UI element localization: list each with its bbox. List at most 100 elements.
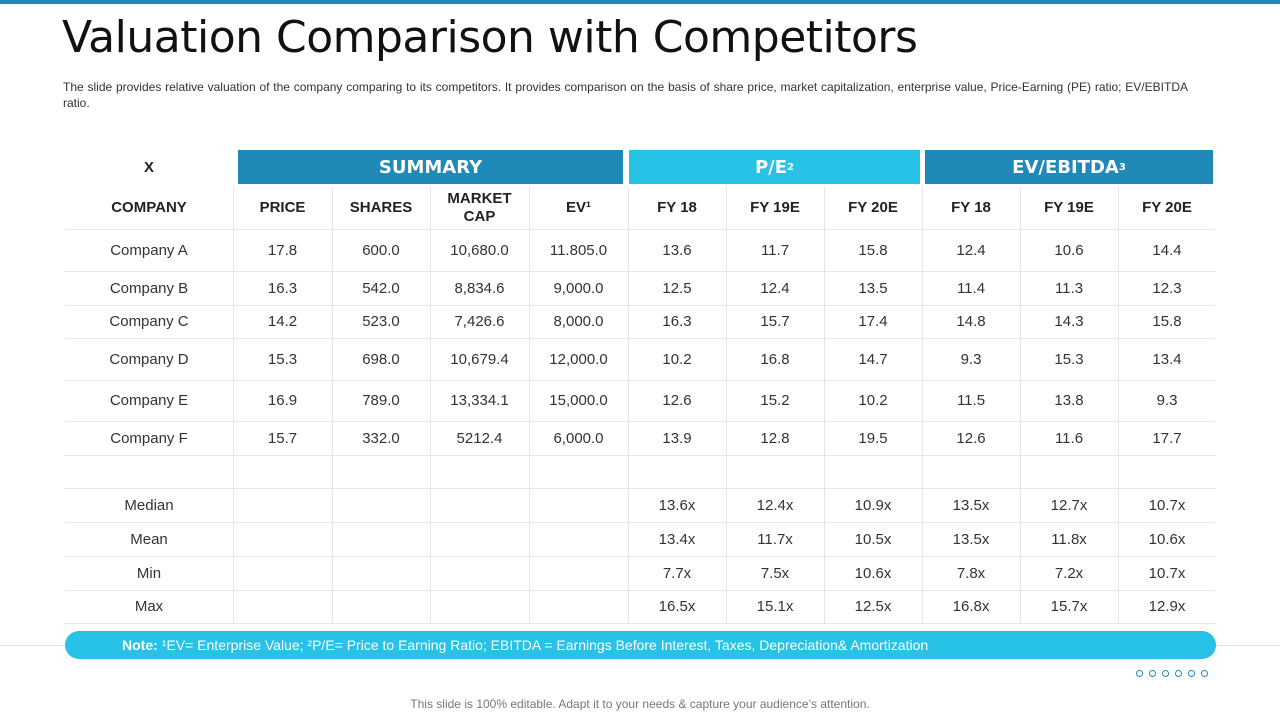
table-cell: 14.4 bbox=[1152, 241, 1182, 259]
row-label: Mean bbox=[130, 530, 168, 548]
table-cell: 15.1x bbox=[756, 598, 794, 615]
column-header: EV¹ bbox=[565, 198, 591, 216]
column-divider bbox=[233, 186, 234, 623]
table-cell: 11.8x bbox=[1051, 530, 1087, 548]
table-cell: 10,679.4 bbox=[450, 350, 509, 368]
table-cell: 9,000.0 bbox=[553, 279, 604, 297]
table-cell: 11.7x bbox=[757, 530, 793, 548]
table-cell: 332.0 bbox=[362, 429, 400, 447]
table-cell bbox=[726, 455, 824, 488]
row-divider bbox=[65, 556, 1215, 557]
column-header: FY 20E bbox=[848, 198, 898, 216]
table-cell bbox=[430, 522, 529, 556]
row-label: Min bbox=[136, 564, 162, 582]
table-cell: 15.8 bbox=[858, 241, 888, 259]
top-accent-bar bbox=[0, 0, 1280, 4]
table-cell bbox=[529, 556, 628, 590]
table-cell: 16.8 bbox=[760, 350, 790, 368]
table-cell: 15.3 bbox=[1054, 350, 1084, 368]
table-cell: 600.0 bbox=[362, 241, 400, 259]
dot-icon bbox=[1175, 670, 1182, 677]
table-cell: 523.0 bbox=[362, 313, 400, 330]
table-cell: 13.6x bbox=[658, 496, 696, 514]
row-divider bbox=[65, 271, 1215, 272]
table-cell: 10.5x bbox=[854, 530, 892, 548]
dot-icon bbox=[1149, 670, 1156, 677]
table-cell: 16.8x bbox=[952, 598, 990, 615]
table-cell: 12,000.0 bbox=[549, 350, 608, 368]
table-cell: 13.8 bbox=[1054, 392, 1084, 409]
slide-description: The slide provides relative valuation of… bbox=[63, 80, 1188, 110]
table-cell: 13.4 bbox=[1152, 350, 1182, 368]
table-cell: 17.8 bbox=[267, 241, 298, 259]
table-cell bbox=[430, 556, 529, 590]
row-label: Company A bbox=[110, 241, 188, 259]
group-header-pe: P/E 2 bbox=[629, 150, 920, 184]
table-cell: 15.3 bbox=[267, 350, 298, 368]
table-cell: 16.9 bbox=[267, 392, 298, 409]
row-label: Company B bbox=[109, 279, 189, 297]
column-header: FY 18 bbox=[657, 198, 697, 216]
table-cell bbox=[233, 488, 332, 522]
row-divider bbox=[65, 455, 1215, 456]
table-cell: 16.5x bbox=[658, 598, 696, 615]
table-cell bbox=[529, 455, 628, 488]
table-cell bbox=[332, 455, 430, 488]
row-divider bbox=[65, 380, 1215, 381]
table-cell bbox=[233, 455, 332, 488]
table-cell bbox=[332, 556, 430, 590]
table-cell: 15.2 bbox=[760, 392, 790, 409]
dot-icon bbox=[1188, 670, 1195, 677]
table-cell: 14.3 bbox=[1054, 313, 1084, 330]
column-header: FY 18 bbox=[951, 198, 991, 216]
column-header: MARKET CAP bbox=[447, 189, 512, 225]
table-cell: 16.3 bbox=[662, 313, 692, 330]
table-cell bbox=[233, 590, 332, 623]
column-divider bbox=[430, 186, 431, 623]
table-cell: 11.6 bbox=[1054, 429, 1084, 447]
column-header: PRICE bbox=[259, 198, 306, 216]
table-cell bbox=[332, 488, 430, 522]
table-cell: 15.8 bbox=[1152, 313, 1182, 330]
row-divider bbox=[65, 522, 1215, 523]
row-divider bbox=[65, 338, 1215, 339]
table-cell bbox=[430, 488, 529, 522]
table-cell: 12.4 bbox=[956, 241, 986, 259]
table-cell: 10.2 bbox=[662, 350, 692, 368]
row-label: Max bbox=[134, 598, 164, 615]
column-divider bbox=[1118, 186, 1119, 623]
group-header-summary: SUMMARY bbox=[238, 150, 623, 184]
table-cell bbox=[824, 455, 922, 488]
dot-icon bbox=[1162, 670, 1169, 677]
table-cell: 11.5 bbox=[956, 392, 986, 409]
note-label: Note: bbox=[122, 637, 158, 653]
table-cell: 10.6 bbox=[1054, 241, 1084, 259]
table-cell bbox=[1118, 455, 1216, 488]
table-cell: 13,334.1 bbox=[450, 392, 509, 409]
table-cell: 17.7 bbox=[1152, 429, 1182, 447]
table-cell: 17.4 bbox=[858, 313, 888, 330]
table-cell: 15.7 bbox=[267, 429, 298, 447]
table-cell: 12.6 bbox=[956, 429, 986, 447]
table-cell: 12.8 bbox=[760, 429, 790, 447]
dot-icon bbox=[1201, 670, 1208, 677]
table-cell: 15,000.0 bbox=[549, 392, 608, 409]
footer-text: This slide is 100% editable. Adapt it to… bbox=[410, 697, 870, 711]
table-cell: 12.9x bbox=[1148, 598, 1186, 615]
table-cell: 6,000.0 bbox=[553, 429, 604, 447]
table-cell bbox=[332, 590, 430, 623]
column-header: SHARES bbox=[349, 198, 413, 216]
table-cell: 8,000.0 bbox=[553, 313, 604, 330]
table-cell: 9.3 bbox=[960, 350, 982, 368]
table-cell: 11.3 bbox=[1054, 279, 1084, 297]
column-header: FY 20E bbox=[1142, 198, 1192, 216]
row-divider bbox=[65, 229, 1215, 230]
table-cell: 10.6x bbox=[1148, 530, 1186, 548]
table-cell: 13.5 bbox=[858, 279, 888, 297]
table-cell bbox=[628, 455, 726, 488]
row-label: Company E bbox=[109, 392, 189, 409]
pagination-dots bbox=[1136, 670, 1208, 677]
dot-icon bbox=[1136, 670, 1143, 677]
table-cell: 698.0 bbox=[362, 350, 400, 368]
table-cell: 15.7x bbox=[1050, 598, 1088, 615]
